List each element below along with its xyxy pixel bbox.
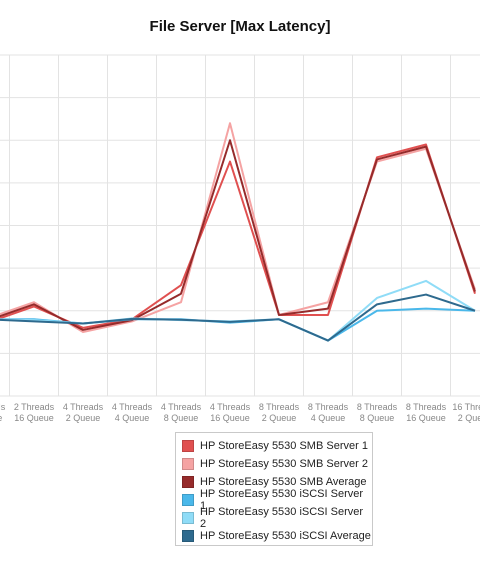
series-line-1 [0,143,476,329]
legend-item[interactable]: HP StoreEasy 5530 SMB Server 2 [182,455,372,473]
x-tick-label: 8 Threads 2 Queue [259,402,300,423]
grid [0,54,480,397]
x-tick-label: 4 Threads 8 Queue [161,402,202,423]
x-tick-label: 4 Threads 4 Queue [112,402,153,423]
series-line-3 [0,139,476,331]
x-tick-label: 4 Threads 2 Queue [63,402,104,423]
legend-item[interactable]: HP StoreEasy 5530 iSCSI Server 1 [182,488,372,512]
x-tick-label: 8 Threads 4 Queue [308,402,349,423]
x-tick-label: 8 Threads 8 Queue [357,402,398,423]
legend-item[interactable]: HP StoreEasy 5530 SMB Server 1 [182,437,372,455]
legend-item[interactable]: HP StoreEasy 5530 iSCSI Average [182,527,372,545]
series-lines [0,122,476,342]
legend-swatch [182,476,194,488]
legend-label: HP StoreEasy 5530 SMB Server 1 [200,440,368,452]
legend-item[interactable]: HP StoreEasy 5530 iSCSI Server 2 [182,506,372,530]
series-line-6 [0,293,476,342]
x-tick-label: 2 Threads 16 Queue [14,402,55,423]
legend-swatch [182,530,194,542]
chart-title: File Server [Max Latency] [149,18,331,35]
legend-label: HP StoreEasy 5530 SMB Average [200,476,367,488]
legend-swatch [182,440,194,452]
legend-swatch [182,512,194,524]
x-tick-label: 8 Threads 16 Queue [406,402,447,423]
legend-swatch [182,494,194,506]
x-tick-label: 4 Threads 16 Queue [210,402,251,423]
legend-label: HP StoreEasy 5530 iSCSI Server 1 [199,488,364,512]
legend: HP StoreEasy 5530 SMB Server 1 HP StoreEa… [175,432,373,546]
legend-label: HP StoreEasy 5530 SMB Server 2 [200,458,368,470]
legend-label: HP StoreEasy 5530 iSCSI Server 2 [199,506,364,530]
legend-swatch [182,458,194,470]
series-line-2 [0,122,476,334]
legend-label: HP StoreEasy 5530 iSCSI Average [200,530,371,542]
legend-item[interactable]: HP StoreEasy 5530 SMB Average [182,473,372,491]
